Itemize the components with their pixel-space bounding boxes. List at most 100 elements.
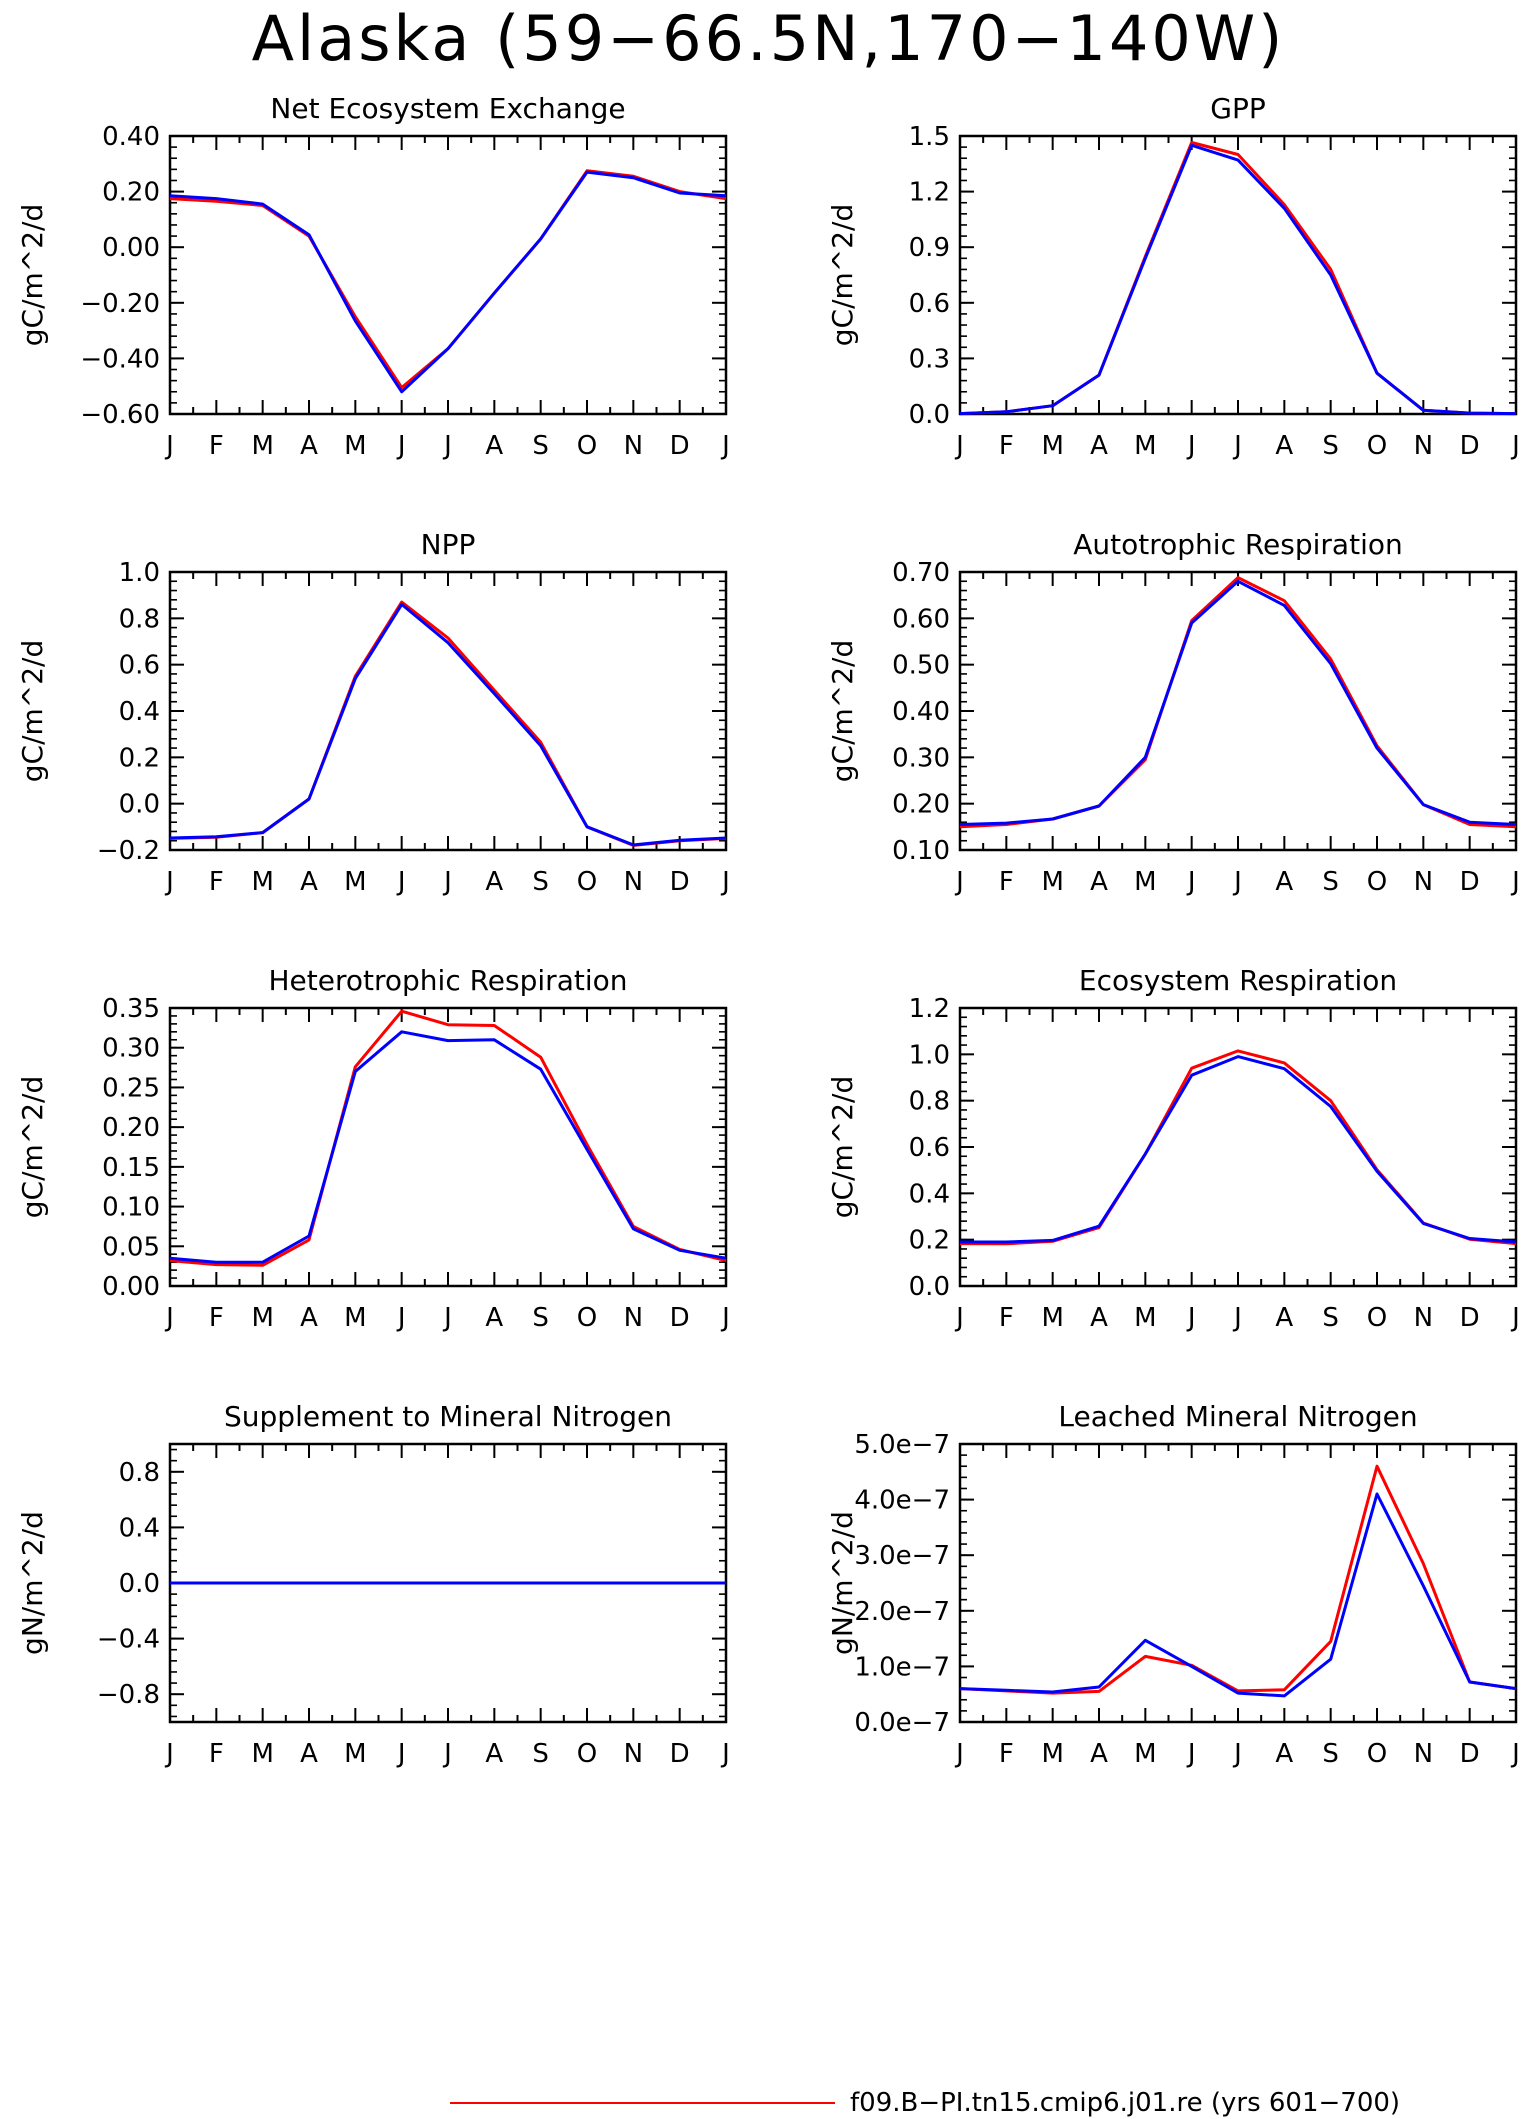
chart-plot: J F M A M J J A S O N D J0.00.20.40.60.81.01.2gC/m^2…	[826, 994, 1520, 1333]
series-line-red	[959, 1464, 1517, 1695]
chart-plot: J F M A M J J A S O N D J0.000.050.100.150.200.250.3…	[16, 994, 730, 1333]
x-tick-label: M	[344, 1739, 366, 1769]
chart-plot: J F M A M J J A S O N D J−0.20.00.20.40.60.81.0gC/m^…	[16, 558, 730, 897]
x-tick-label: N	[1414, 431, 1433, 461]
x-tick-label: A	[1090, 431, 1108, 461]
y-axis-label: gC/m^2/d	[826, 640, 859, 783]
y-tick-label: 0.20	[892, 790, 950, 820]
y-tick-label: −0.60	[80, 400, 160, 430]
x-tick-label: F	[209, 1739, 224, 1769]
x-tick-label: D	[1460, 431, 1480, 461]
legend-label: f09.B−PI.tn15.cmip6.j01.re (yrs 601−700)	[850, 2088, 1401, 2118]
chart-title: Supplement to Mineral Nitrogen	[224, 1400, 672, 1433]
y-tick-label: 0.05	[102, 1232, 160, 1262]
x-tick-label: J	[1232, 1739, 1242, 1769]
x-tick-label: A	[1090, 1739, 1108, 1769]
x-tick-label: O	[577, 1303, 597, 1333]
x-tick-label: D	[670, 431, 690, 461]
x-tick-label: A	[1275, 1303, 1293, 1333]
y-tick-label: 2.0e−7	[854, 1597, 950, 1627]
y-tick-label: 0.0e−7	[854, 1708, 950, 1738]
y-tick-label: −0.20	[80, 289, 160, 319]
series-line-blue	[169, 170, 727, 394]
series-line-blue	[959, 579, 1517, 826]
x-tick-label: O	[577, 867, 597, 897]
x-tick-label: D	[670, 1303, 690, 1333]
x-tick-label: J	[396, 1303, 406, 1333]
x-tick-label: M	[1041, 431, 1063, 461]
x-tick-label: M	[251, 867, 273, 897]
y-tick-label: −0.40	[80, 344, 160, 374]
y-tick-label: 0.0	[909, 400, 950, 430]
y-tick-label: 0.8	[119, 604, 160, 634]
series-line-blue	[960, 1055, 1517, 1244]
chart-panel-net-ecosystem-exchange: Net Ecosystem Exchange J F M A M J J A S O N D J −0.6…	[0, 92, 760, 532]
y-tick-label: 0.6	[909, 1133, 950, 1163]
chart-title: Leached Mineral Nitrogen	[1058, 1400, 1418, 1433]
x-tick-label: J	[1510, 1739, 1520, 1769]
y-tick-label: 0.4	[119, 1513, 160, 1543]
x-tick-label: A	[485, 1303, 503, 1333]
y-tick-label: 0.0	[119, 1569, 160, 1599]
x-tick-label: A	[485, 867, 503, 897]
chart-title: Heterotrophic Respiration	[268, 964, 628, 997]
x-tick-label: M	[344, 1303, 366, 1333]
x-tick-label: N	[1414, 867, 1433, 897]
y-tick-label: 1.0	[119, 558, 160, 588]
plot-frame	[168, 1006, 728, 1288]
y-tick-label: 1.2	[909, 178, 950, 208]
chart-plot: J F M A M J J A S O N D J0.00.30.60.91.21.5gC/m^2/d	[826, 122, 1520, 461]
x-tick-label: D	[1460, 867, 1480, 897]
x-tick-label: S	[532, 431, 549, 461]
x-tick-label: F	[209, 431, 224, 461]
x-tick-label: J	[442, 431, 452, 461]
y-tick-label: 0.6	[119, 651, 160, 681]
x-tick-label: O	[1367, 431, 1387, 461]
x-tick-label: A	[485, 431, 503, 461]
x-tick-label: J	[720, 1303, 730, 1333]
x-tick-label: J	[1510, 1303, 1520, 1333]
x-tick-label: J	[1510, 431, 1520, 461]
x-tick-label: J	[954, 1739, 964, 1769]
y-tick-label: 0.35	[102, 994, 160, 1024]
x-tick-label: M	[1134, 1739, 1156, 1769]
x-tick-label: J	[1232, 1303, 1242, 1333]
x-tick-label: S	[1322, 1739, 1339, 1769]
y-tick-label: 1.2	[909, 994, 950, 1024]
y-axis-label: gC/m^2/d	[826, 204, 859, 347]
x-tick-label: J	[1186, 867, 1196, 897]
y-tick-label: 0.0	[119, 790, 160, 820]
y-tick-label: 0.2	[909, 1226, 950, 1256]
x-tick-label: F	[999, 867, 1014, 897]
x-tick-label: J	[164, 1739, 174, 1769]
x-tick-label: J	[1186, 1303, 1196, 1333]
x-tick-label: S	[532, 1739, 549, 1769]
y-tick-label: 0.3	[909, 344, 950, 374]
x-tick-label: M	[251, 1739, 273, 1769]
y-tick-label: 0.40	[102, 122, 160, 152]
x-tick-label: F	[999, 1303, 1014, 1333]
x-tick-label: J	[1186, 431, 1196, 461]
series-line-blue	[169, 1030, 727, 1264]
y-axis-label: gN/m^2/d	[826, 1511, 859, 1655]
y-tick-label: 0.8	[909, 1087, 950, 1117]
x-tick-label: J	[954, 431, 964, 461]
x-tick-label: F	[209, 1303, 224, 1333]
y-axis-label: gC/m^2/d	[826, 1076, 859, 1219]
legend: f09.B−PI.tn15.cmip6.j01.re (yrs 601−700)	[450, 2088, 1500, 2118]
x-tick-label: J	[164, 431, 174, 461]
x-tick-label: J	[1510, 867, 1520, 897]
x-tick-label: M	[251, 1303, 273, 1333]
legend-line-swatch	[450, 2102, 835, 2104]
chart-plot: J F M A M J J A S O N D J0.0e−71.0e−72.0e−73.0e−74.0…	[826, 1430, 1520, 1769]
plot-frame	[168, 570, 728, 852]
x-tick-label: O	[1367, 1303, 1387, 1333]
x-tick-label: J	[1232, 867, 1242, 897]
series-line-red	[959, 1049, 1517, 1246]
x-tick-label: A	[1275, 431, 1293, 461]
x-tick-label: M	[344, 867, 366, 897]
x-tick-label: M	[1041, 1739, 1063, 1769]
x-tick-label: M	[1134, 1303, 1156, 1333]
